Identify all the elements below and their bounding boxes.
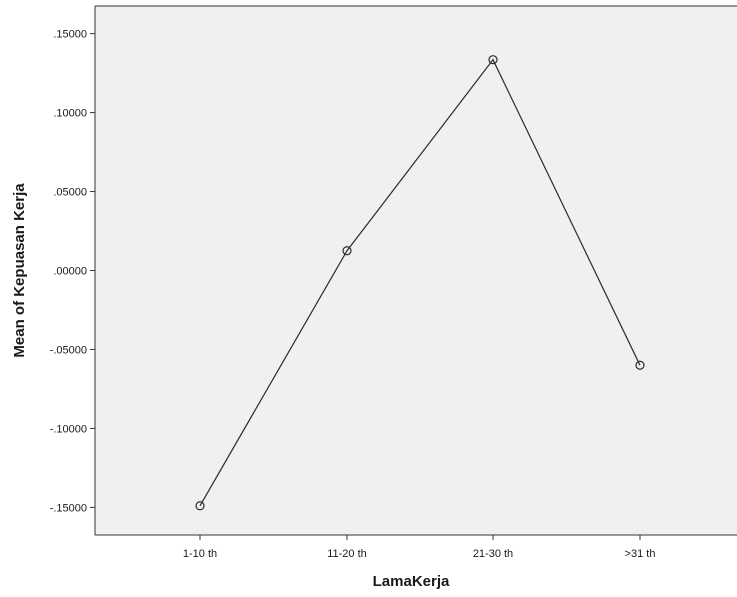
y-tick-label: -.10000	[50, 423, 87, 435]
series-line	[199, 58, 641, 507]
y-tick-label: .15000	[53, 29, 87, 41]
x-tick-label: >31 th	[625, 548, 656, 560]
data-point	[488, 55, 498, 65]
data-point	[635, 360, 645, 370]
y-axis-ticks: -.15000 -.10000 -.05000 .00000 .05000 .10000.…	[50, 29, 95, 514]
data-point	[342, 246, 352, 256]
x-axis-title: LamaKerja	[373, 573, 450, 590]
x-tick-label: 11-20 th	[327, 548, 367, 560]
plot-area	[95, 6, 737, 535]
x-tick-label: 1-10 th	[183, 548, 217, 560]
y-tick-label: -.05000	[50, 344, 87, 356]
y-tick-label: .10000	[53, 108, 87, 120]
y-tick-label: .05000	[53, 187, 87, 199]
y-axis-title: Mean of Kepuasan Kerja	[11, 183, 28, 358]
y-tick-label: -.15000	[50, 502, 87, 514]
series-layer	[195, 55, 645, 511]
y-tick-label: .00000	[53, 266, 87, 278]
data-point	[195, 501, 205, 511]
x-axis-ticks: 1-10 th 11-20 th 21-30 th >31 th	[183, 535, 656, 560]
x-tick-label: 21-30 th	[473, 548, 513, 560]
